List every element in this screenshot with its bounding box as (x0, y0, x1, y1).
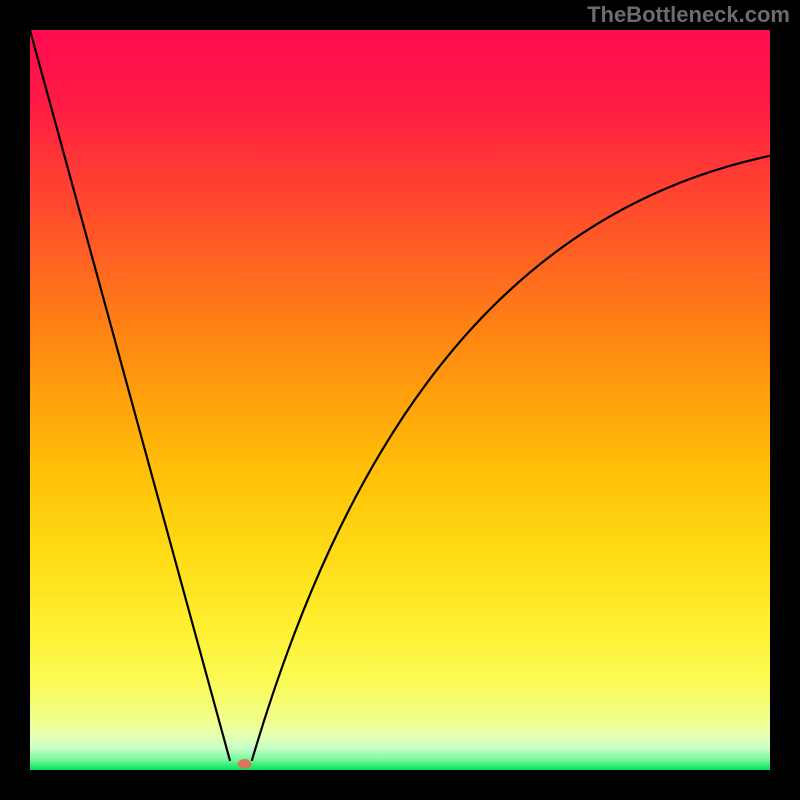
chart-root: TheBottleneck.com (0, 0, 800, 800)
bottleneck-chart-svg (0, 0, 800, 800)
minimum-marker (238, 759, 252, 769)
watermark-text: TheBottleneck.com (587, 2, 790, 28)
